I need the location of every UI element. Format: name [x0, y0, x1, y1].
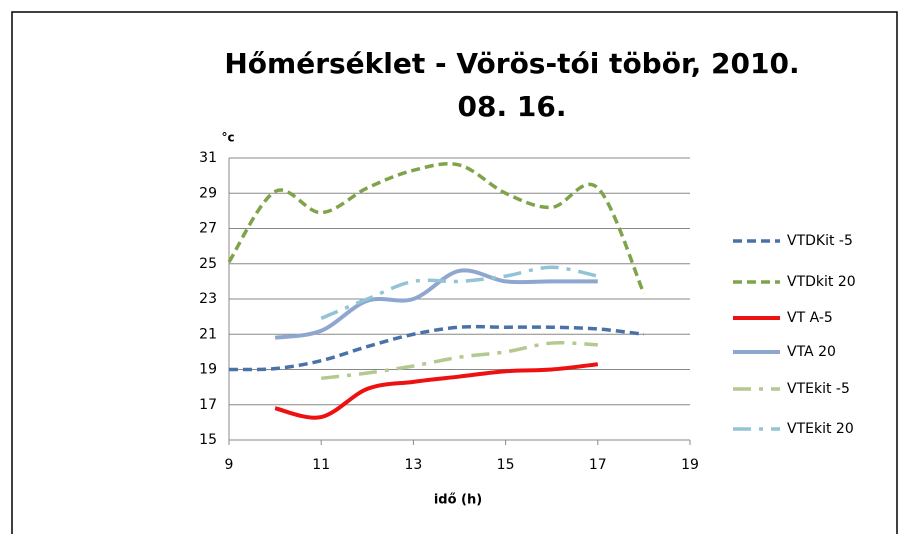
- x-tick-label: 19: [681, 457, 699, 473]
- line-series: [321, 341, 598, 381]
- x-tick-label: 9: [225, 457, 234, 473]
- x-axis-label: idő (h): [434, 493, 482, 508]
- line-series: [274, 362, 599, 420]
- chart-subtitle: 08. 16.: [458, 90, 567, 123]
- legend-label: VTA 20: [787, 344, 836, 360]
- legend-label: VT A-5: [787, 310, 833, 326]
- y-tick-label: 29: [199, 185, 217, 201]
- x-tick-label: 17: [589, 457, 607, 473]
- y-tick-label: 17: [199, 397, 217, 413]
- y-tick-label: 23: [199, 291, 217, 307]
- y-tick-label: 21: [199, 326, 217, 342]
- y-tick-label: 25: [199, 256, 217, 272]
- legend-label: VTDkit 20: [787, 274, 856, 290]
- x-tick-label: 11: [312, 457, 330, 473]
- y-axis-label: °c: [221, 131, 234, 145]
- legend-label: VTEkit 20: [787, 421, 854, 437]
- y-tick-label: 19: [199, 362, 217, 378]
- line-series: [228, 324, 645, 372]
- legend-label: VTEkit -5: [787, 381, 850, 397]
- line-series: [320, 265, 599, 321]
- x-tick-label: 13: [404, 457, 422, 473]
- line-series: [274, 268, 598, 340]
- chart-title: Hőmérséklet - Vörös-tói töbör, 2010.: [224, 47, 799, 80]
- x-tick-label: 15: [497, 457, 515, 473]
- y-tick-label: 15: [199, 432, 217, 448]
- y-tick-label: 27: [199, 221, 217, 237]
- legend-label: VTDKit -5: [787, 233, 853, 249]
- line-series: [227, 161, 646, 295]
- y-tick-label: 31: [199, 150, 217, 166]
